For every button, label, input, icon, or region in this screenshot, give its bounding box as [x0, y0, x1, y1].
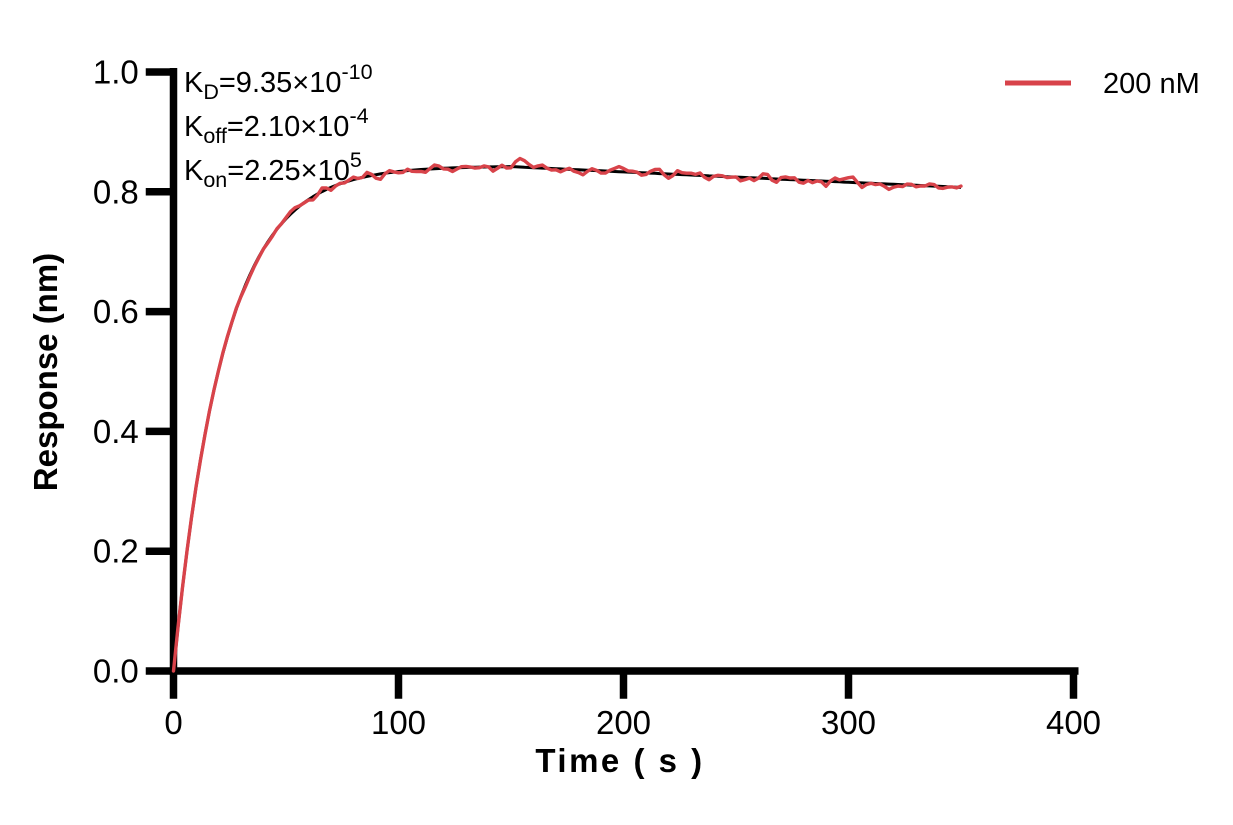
- x-tick-label: 0: [164, 704, 182, 741]
- y-tick-label: 0.8: [93, 173, 139, 210]
- x-tick-label: 100: [371, 704, 426, 741]
- x-axis-title: Time ( s ): [535, 742, 704, 779]
- annotation-line: Kon=2.25×105: [184, 148, 362, 192]
- x-tick-label: 200: [596, 704, 651, 741]
- fit-curve: [172, 165, 962, 672]
- y-tick-label: 0.6: [93, 293, 139, 330]
- legend-label: 200 nM: [1103, 68, 1200, 100]
- data-curve-200nM: [171, 156, 963, 673]
- axes-layer: [145, 68, 1079, 699]
- y-tick-label: 0.0: [93, 653, 139, 690]
- annotation-line: KD=9.35×10-10: [184, 60, 373, 104]
- tick-labels-layer: 0.0 0.2 0.4 0.6 0.8 1.0 0 100 200 300 400: [93, 54, 1101, 742]
- legend: 200 nM: [1005, 68, 1200, 100]
- y-tick-label: 1.0: [93, 54, 139, 91]
- annotation-line: Koff=2.10×10-4: [184, 104, 369, 148]
- x-tick-label: 400: [1046, 704, 1101, 741]
- y-tick-label: 0.4: [93, 413, 139, 450]
- y-tick-label: 0.2: [93, 533, 139, 570]
- curves-layer: [171, 156, 963, 673]
- x-tick-label: 300: [821, 704, 876, 741]
- y-axis-title: Response (nm): [27, 253, 64, 491]
